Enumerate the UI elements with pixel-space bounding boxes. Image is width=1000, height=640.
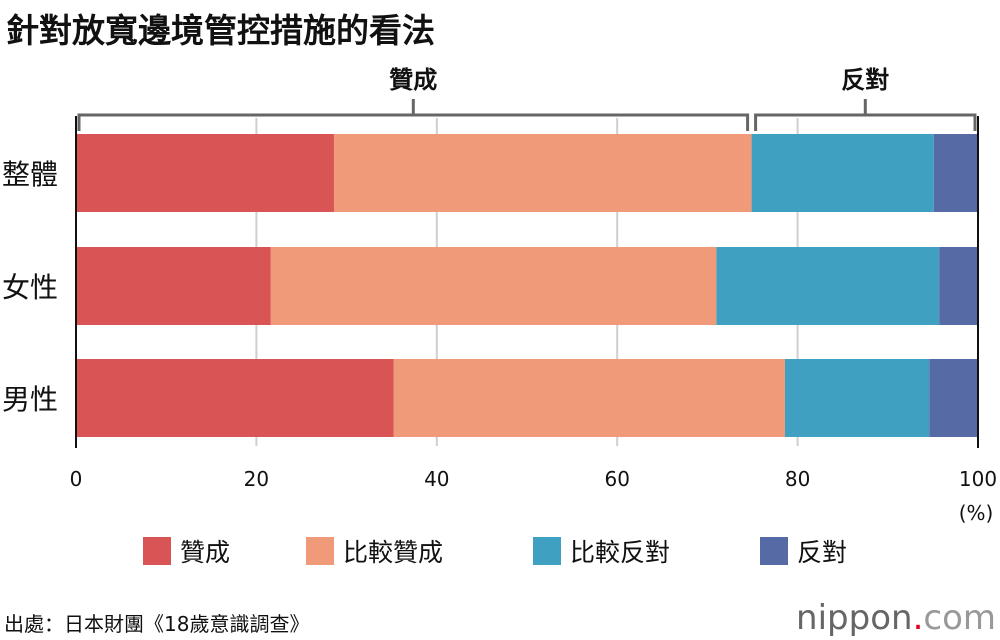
- category-label: 男性: [2, 383, 58, 416]
- logo-dot: .: [912, 598, 924, 638]
- group-label: 反對: [841, 66, 889, 94]
- bar-segment: [270, 247, 717, 325]
- bar-segment: [393, 359, 785, 437]
- nippon-logo: nippon.com: [796, 598, 996, 638]
- x-tick-label: 40: [424, 467, 449, 491]
- bar-segment: [76, 247, 271, 325]
- logo-tld: com: [923, 598, 996, 638]
- x-tick-label: 60: [604, 467, 629, 491]
- legend-label: 反對: [797, 538, 847, 567]
- legend-swatch: [306, 537, 334, 565]
- bar-segment: [76, 134, 334, 212]
- group-bracket: [754, 99, 977, 131]
- category-label: 整體: [2, 158, 58, 191]
- chart-title: 針對放寬邊境管控措施的看法: [6, 11, 435, 50]
- x-tick-label: 80: [785, 467, 810, 491]
- legend-label: 比較贊成: [343, 538, 443, 567]
- source-note: 出處：日本財團《18歲意識調查》: [4, 612, 310, 636]
- x-tick-label: 20: [244, 467, 269, 491]
- bar-segment: [76, 359, 394, 437]
- legend-swatch: [533, 537, 561, 565]
- bar-segment: [333, 134, 752, 212]
- legend-label: 比較反對: [570, 538, 670, 567]
- bar-segment: [716, 247, 940, 325]
- bar-segment: [751, 134, 934, 212]
- bar-segment: [929, 359, 978, 437]
- x-tick-label: 100: [959, 467, 997, 491]
- bar-segment: [939, 247, 978, 325]
- logo-name: nippon: [796, 598, 913, 638]
- legend-swatch: [760, 537, 788, 565]
- bar-segment: [784, 359, 930, 437]
- group-bracket: [77, 99, 750, 131]
- x-tick-label: 0: [70, 467, 83, 491]
- x-unit-label: (%): [959, 501, 994, 525]
- legend-swatch: [143, 537, 171, 565]
- legend-label: 贊成: [180, 538, 230, 567]
- category-label: 女性: [2, 271, 58, 304]
- bar-segment: [933, 134, 978, 212]
- group-label: 贊成: [389, 66, 437, 94]
